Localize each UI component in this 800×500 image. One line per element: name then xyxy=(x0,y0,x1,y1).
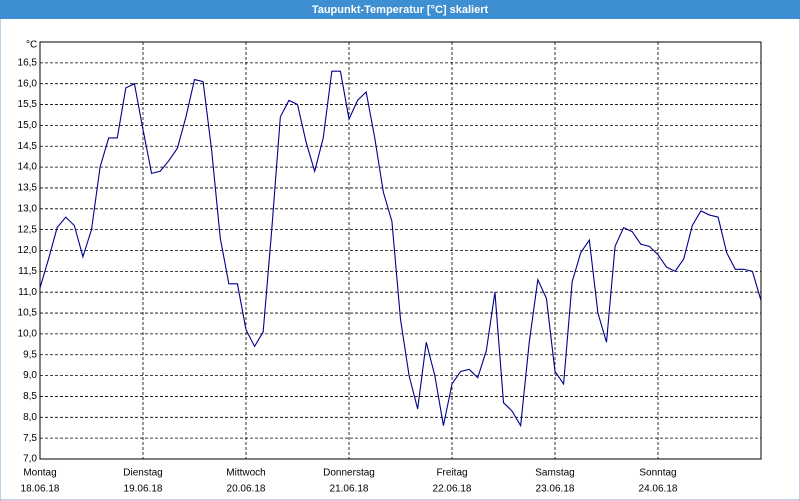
y-unit: °C xyxy=(26,40,37,51)
x-tick-label: Dienstag xyxy=(123,468,162,479)
y-tick-label: 13,0 xyxy=(18,203,38,214)
y-tick-label: 7,0 xyxy=(23,454,37,465)
y-tick-label: 11,0 xyxy=(18,287,37,298)
plot-area xyxy=(39,41,762,460)
title-bar xyxy=(0,0,800,19)
y-tick-label: 9,5 xyxy=(23,349,37,360)
x-tick-label: Freitag xyxy=(436,468,467,479)
x-tick-date: 19.06.18 xyxy=(124,484,163,495)
data-line xyxy=(39,70,762,428)
x-tick-label: Sonntag xyxy=(639,468,676,479)
y-tick-label: 9,0 xyxy=(23,370,37,381)
y-tick-label: 16,0 xyxy=(18,78,38,89)
y-tick-label: 14,5 xyxy=(18,141,38,152)
x-tick-label: Montag xyxy=(23,468,56,479)
x-tick-label: Mittwoch xyxy=(226,468,265,479)
x-tick-date: 22.06.18 xyxy=(433,484,472,495)
x-tick-date: 21.06.18 xyxy=(330,484,369,495)
y-tick-label: 13,5 xyxy=(18,183,38,194)
y-tick-label: 14,0 xyxy=(18,162,38,173)
x-tick-date: 18.06.18 xyxy=(21,484,60,495)
y-tick-label: 15,0 xyxy=(18,120,38,131)
y-tick-label: 11,5 xyxy=(18,266,37,277)
y-tick-label: 8,0 xyxy=(23,412,37,423)
x-tick-label: Samstag xyxy=(535,468,574,479)
y-tick-label: 10,5 xyxy=(18,308,38,319)
y-tick-label: 12,5 xyxy=(18,224,38,235)
x-tick-date: 20.06.18 xyxy=(227,484,266,495)
y-tick-label: 12,0 xyxy=(18,245,38,256)
y-tick-label: 15,5 xyxy=(18,99,38,110)
x-tick-label: Donnerstag xyxy=(323,468,375,479)
x-tick-date: 24.06.18 xyxy=(639,484,678,495)
y-tick-label: 10,0 xyxy=(18,329,38,340)
y-tick-label: 16,5 xyxy=(18,57,38,68)
chart-title: Taupunkt-Temperatur [°C] skaliert xyxy=(312,4,489,16)
x-tick-date: 23.06.18 xyxy=(536,484,575,495)
y-tick-label: 8,5 xyxy=(23,391,37,402)
y-tick-label: 7,5 xyxy=(23,433,37,444)
